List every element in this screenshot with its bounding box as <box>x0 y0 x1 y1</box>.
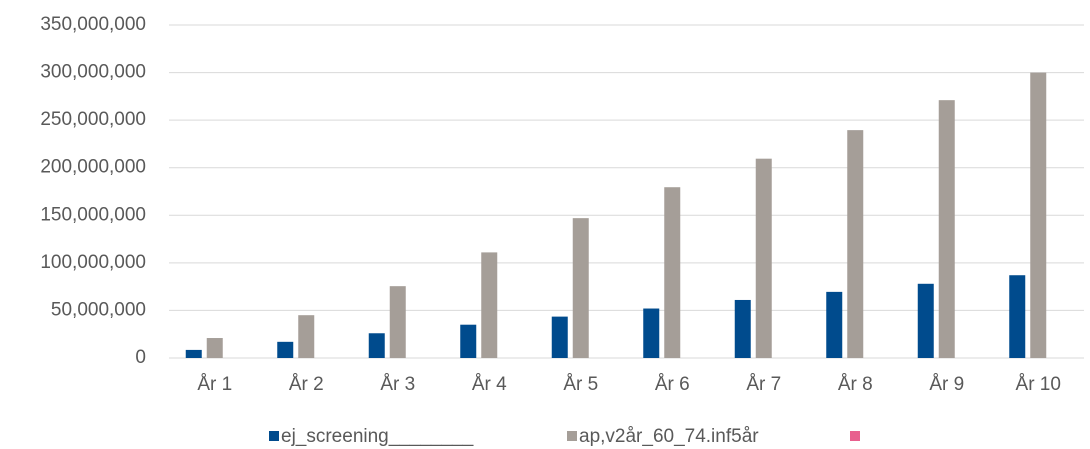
y-tick-label: 250,000,000 <box>40 109 146 130</box>
bar <box>847 130 864 358</box>
x-tick-label: År 5 <box>563 374 598 395</box>
x-tick-label: År 2 <box>289 374 324 395</box>
bar <box>755 158 772 358</box>
bar <box>277 341 294 358</box>
bar <box>734 299 751 358</box>
bar <box>572 218 589 358</box>
y-tick-label: 50,000,000 <box>51 299 146 320</box>
bar <box>206 338 223 358</box>
x-tick-label: År 1 <box>197 374 232 395</box>
y-tick-label: 150,000,000 <box>40 204 146 225</box>
x-tick-label: År 8 <box>838 374 873 395</box>
bar <box>826 291 843 358</box>
x-tick-label: År 3 <box>380 374 415 395</box>
bar <box>389 286 406 358</box>
y-tick-label: 0 <box>135 347 146 368</box>
legend-label: ap,v2år_60_74.inf5år <box>579 426 759 447</box>
y-tick-label: 100,000,000 <box>40 252 146 273</box>
legend-swatch <box>567 431 577 441</box>
bar <box>1030 72 1047 359</box>
bar <box>298 315 315 358</box>
bar <box>643 308 660 358</box>
legend-swatch <box>269 431 279 441</box>
bar <box>368 333 385 358</box>
y-tick-label: 300,000,000 <box>40 62 146 83</box>
legend-label: ej_screening________ <box>281 426 474 447</box>
bar <box>938 100 955 359</box>
x-tick-label: År 4 <box>472 374 507 395</box>
x-tick-label: År 7 <box>746 374 781 395</box>
x-tick-label: År 6 <box>655 374 690 395</box>
bar <box>460 324 477 358</box>
legend-swatch <box>850 431 860 441</box>
y-tick-label: 350,000,000 <box>40 14 146 35</box>
bar <box>185 349 202 358</box>
bar <box>917 283 934 358</box>
bar <box>664 187 681 358</box>
bar <box>1009 275 1026 358</box>
x-tick-label: År 9 <box>929 374 964 395</box>
bar <box>551 316 568 358</box>
bar <box>481 252 498 358</box>
y-tick-label: 200,000,000 <box>40 157 146 178</box>
x-tick-label: År 10 <box>1016 374 1061 395</box>
